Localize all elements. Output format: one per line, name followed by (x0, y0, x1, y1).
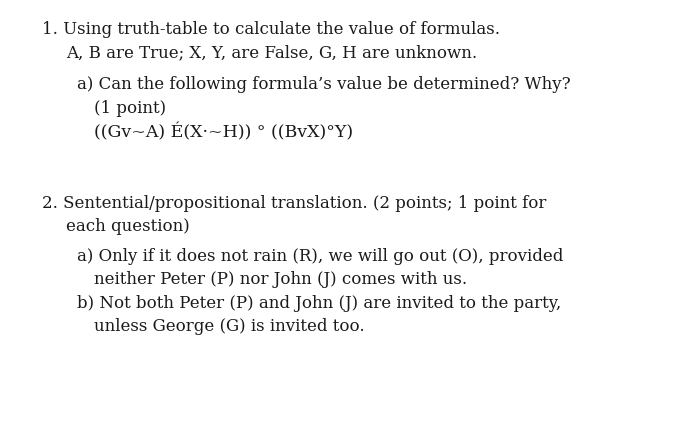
Text: neither Peter (P) nor John (J) comes with us.: neither Peter (P) nor John (J) comes wit… (94, 271, 468, 288)
Text: ((Gv~A) É(X·~H)) ° ((BvX)°Y): ((Gv~A) É(X·~H)) ° ((BvX)°Y) (94, 123, 354, 141)
Text: 1. Using truth-table to calculate the value of formulas.: 1. Using truth-table to calculate the va… (42, 21, 500, 38)
Text: a) Only if it does not rain (R), we will go out (O), provided: a) Only if it does not rain (R), we will… (77, 248, 564, 265)
Text: b) Not both Peter (P) and John (J) are invited to the party,: b) Not both Peter (P) and John (J) are i… (77, 295, 561, 312)
Text: a) Can the following formula’s value be determined? Why?: a) Can the following formula’s value be … (77, 76, 570, 93)
Text: 2. Sentential/propositional translation. (2 points; 1 point for: 2. Sentential/propositional translation.… (42, 195, 547, 212)
Text: A, B are True; X, Y, are False, G, H are unknown.: A, B are True; X, Y, are False, G, H are… (66, 45, 477, 61)
Text: (1 point): (1 point) (94, 100, 167, 117)
Text: each question): each question) (66, 218, 190, 235)
Text: unless George (G) is invited too.: unless George (G) is invited too. (94, 318, 365, 335)
